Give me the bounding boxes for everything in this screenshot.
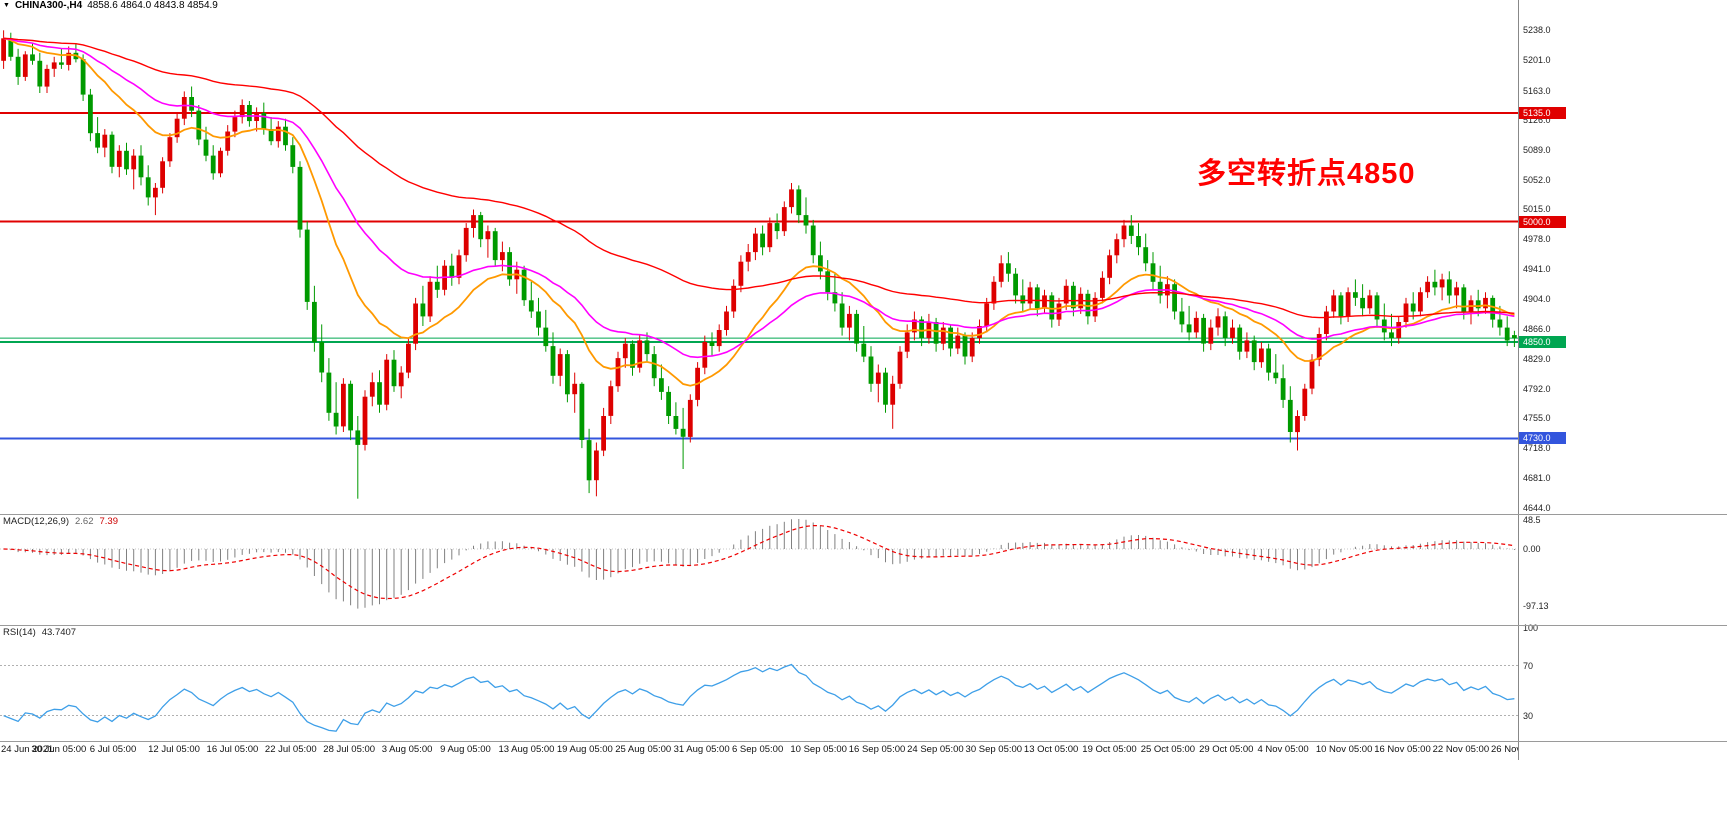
rsi-value: 43.7407 <box>41 627 77 638</box>
candlestick-plot[interactable] <box>0 11 1518 514</box>
time-axis-label: 9 Aug 05:00 <box>440 744 491 755</box>
time-axis-label: 26 Nov 05:00 <box>1491 744 1540 755</box>
price-axis-label: 5238.0 <box>1523 25 1551 36</box>
price-axis-label: 5201.0 <box>1523 55 1551 65</box>
time-axis-label: 30 Jun 05:00 <box>31 744 87 755</box>
time-axis-label: 4 Nov 05:00 <box>1257 744 1309 755</box>
time-axis-label: 3 Aug 05:00 <box>381 744 433 755</box>
time-axis[interactable]: 24 Jun 2021 30 Jun 05:00 6 Jul 05:00 12 Jul… <box>0 744 1540 758</box>
time-axis-label: 24 Jun 2021 <box>1 744 54 755</box>
time-axis-label: 24 Sep 05:00 <box>907 744 964 755</box>
time-axis-label: 16 Nov 05:00 <box>1374 744 1431 755</box>
time-axis-label: 6 Sep 05:00 <box>732 744 784 755</box>
time-axis-label: 30 Sep 05:00 <box>965 744 1023 755</box>
price-line-badge-5000: 5000.0 <box>1519 215 1566 228</box>
time-axis-label: 10 Nov 05:00 <box>1315 744 1373 755</box>
macd-main-value: 2.62 <box>75 516 94 527</box>
time-axis-label: 10 Sep 05:00 <box>790 744 847 755</box>
rsi-plot[interactable] <box>0 626 1518 741</box>
annotation-text: 多空转折点4850 <box>1197 158 1416 190</box>
price-axis-label: 4718.0 <box>1523 443 1551 454</box>
macd-signal-value: 7.39 <box>99 516 119 527</box>
time-axis-label: 12 Jul 05:00 <box>148 744 200 755</box>
rsi-indicator-name: RSI(14) <box>3 627 36 638</box>
price-axis-label: 4866.0 <box>1523 324 1551 335</box>
panel-separator[interactable] <box>0 625 1727 626</box>
panel-separator[interactable] <box>0 514 1727 515</box>
rsi-axis-label: 100 <box>1523 623 1539 633</box>
time-axis-line <box>0 741 1727 742</box>
ohlc-values: 4858.6 4864.0 4843.8 4854.9 <box>87 0 218 11</box>
macd-plot[interactable] <box>0 515 1518 625</box>
macd-panel[interactable]: MACD(12,26,9) 2.62 7.39 <box>0 515 1518 625</box>
rsi-label: RSI(14) 43.7407 <box>3 627 76 638</box>
chart-symbol-header: ▼ CHINA300-,H4 4858.6 4864.0 4843.8 4854… <box>3 0 218 11</box>
price-axis-label: 5163.0 <box>1523 85 1551 96</box>
time-axis-label: 13 Oct 05:00 <box>1023 744 1079 755</box>
price-axis-label: 4681.0 <box>1523 472 1551 483</box>
chevron-down-icon[interactable]: ▼ <box>3 2 10 9</box>
macd-label: MACD(12,26,9) 2.62 7.39 <box>3 516 118 527</box>
symbol-timeframe-label: CHINA300-,H4 <box>14 0 83 11</box>
price-axis-label: 5052.0 <box>1523 174 1551 185</box>
rsi-axis-label: 70 <box>1523 660 1534 671</box>
macd-axis-label: -97.13 <box>1523 601 1549 612</box>
price-axis-label: 4644.0 <box>1523 502 1551 513</box>
price-axis-label: 4904.0 <box>1523 293 1551 304</box>
price-line-badge-4850: 4850.0 <box>1519 336 1566 349</box>
price-axis-label: 4978.0 <box>1523 234 1551 245</box>
time-axis-label: 25 Oct 05:00 <box>1140 744 1196 755</box>
macd-axis-label: 48.5 <box>1523 515 1541 526</box>
time-axis-label: 16 Sep 05:00 <box>848 744 906 755</box>
time-axis-label: 22 Jul 05:00 <box>264 744 317 755</box>
price-axis-label: 4792.0 <box>1523 383 1551 394</box>
time-axis-label: 31 Aug 05:00 <box>673 744 730 755</box>
time-axis-label: 13 Aug 05:00 <box>498 744 555 755</box>
time-axis-label: 19 Aug 05:00 <box>556 744 613 755</box>
price-line-badge-4730: 4730.0 <box>1519 432 1566 445</box>
time-axis-label: 29 Oct 05:00 <box>1199 744 1254 755</box>
price-axis-label: 4941.0 <box>1523 263 1551 274</box>
time-axis-label: 22 Nov 05:00 <box>1432 744 1490 755</box>
price-axis-label: 5015.0 <box>1523 204 1551 215</box>
price-axis-label: 4829.0 <box>1523 353 1551 364</box>
price-chart-area[interactable]: 多空转折点4850 <box>0 11 1518 514</box>
price-axis-label: 5089.0 <box>1523 145 1551 155</box>
macd-axis-label: 0.00 <box>1523 544 1541 554</box>
price-axis-label: 4755.0 <box>1523 413 1551 424</box>
rsi-axis-label: 30 <box>1523 710 1534 721</box>
time-axis-label: 25 Aug 05:00 <box>615 744 672 755</box>
macd-indicator-name: MACD(12,26,9) <box>3 516 69 527</box>
price-line-badge-5135: 5135.0 <box>1519 107 1566 120</box>
price-axis-label: 5126.0 <box>1523 115 1551 126</box>
rsi-panel[interactable]: RSI(14) 43.7407 <box>0 626 1518 741</box>
time-axis-label: 6 Jul 05:00 <box>89 744 137 755</box>
time-axis-label: 28 Jul 05:00 <box>323 744 376 755</box>
time-axis-label: 19 Oct 05:00 <box>1082 744 1137 755</box>
time-axis-label: 16 Jul 05:00 <box>206 744 259 755</box>
price-scale[interactable]: 5238.0 5201.0 5163.0 5126.0 5089.0 5052.0 5015… <box>1518 0 1727 760</box>
